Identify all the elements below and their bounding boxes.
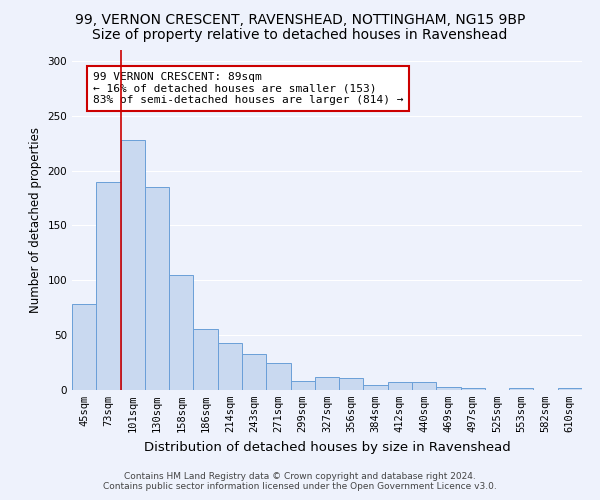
Bar	[388, 382, 412, 390]
Bar	[558, 388, 582, 390]
Bar	[72, 304, 96, 390]
Y-axis label: Number of detached properties: Number of detached properties	[29, 127, 42, 313]
Bar	[266, 362, 290, 390]
Bar	[339, 378, 364, 390]
Bar	[145, 187, 169, 390]
Bar	[412, 382, 436, 390]
Bar	[121, 140, 145, 390]
Bar	[461, 388, 485, 390]
Bar	[290, 381, 315, 390]
Text: Contains HM Land Registry data © Crown copyright and database right 2024.
Contai: Contains HM Land Registry data © Crown c…	[103, 472, 497, 491]
Bar	[169, 275, 193, 390]
Bar	[193, 328, 218, 390]
X-axis label: Distribution of detached houses by size in Ravenshead: Distribution of detached houses by size …	[143, 440, 511, 454]
Bar	[436, 386, 461, 390]
Bar	[509, 388, 533, 390]
Bar	[364, 384, 388, 390]
Bar	[96, 182, 121, 390]
Text: 99, VERNON CRESCENT, RAVENSHEAD, NOTTINGHAM, NG15 9BP: 99, VERNON CRESCENT, RAVENSHEAD, NOTTING…	[75, 12, 525, 26]
Text: Size of property relative to detached houses in Ravenshead: Size of property relative to detached ho…	[92, 28, 508, 42]
Bar	[218, 343, 242, 390]
Bar	[315, 377, 339, 390]
Bar	[242, 354, 266, 390]
Text: 99 VERNON CRESCENT: 89sqm
← 16% of detached houses are smaller (153)
83% of semi: 99 VERNON CRESCENT: 89sqm ← 16% of detac…	[92, 72, 403, 105]
